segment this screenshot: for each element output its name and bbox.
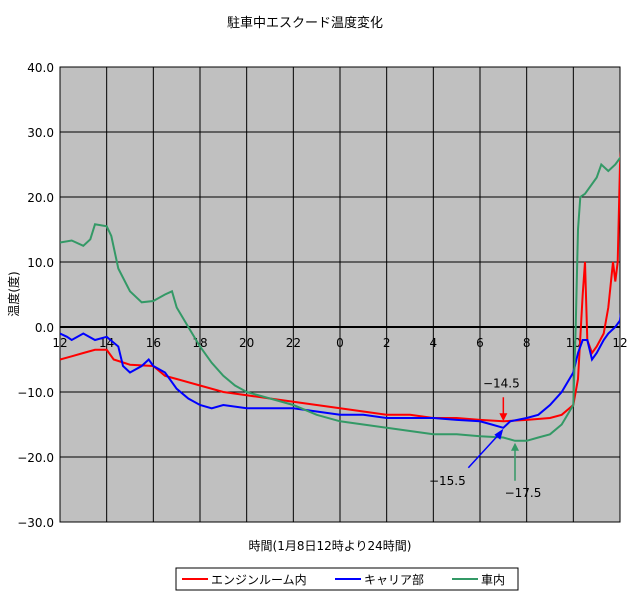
series-line-3 [60,157,620,442]
annotation-label: −17.5 [505,486,542,500]
x-tick-label: 16 [146,336,161,350]
annotation-arrowhead [511,442,519,451]
y-tick-label: 40.0 [27,61,54,75]
y-tick-label: 30.0 [27,126,54,140]
annotation-arrow [467,431,502,469]
x-tick-label: 2 [383,336,391,350]
legend-label: 車内 [481,573,505,587]
y-axis-tick-labels: 40.0 30.0 20.0 10.0 0.0 −10.0 −20.0 −30.0 [17,61,54,530]
y-tick-label: −20.0 [17,451,54,465]
y-tick-label: 20.0 [27,191,54,205]
annotation-arrowhead [494,428,504,440]
x-tick-label: 0 [336,336,344,350]
grid-lines [59,66,621,523]
legend-label: キャリア部 [364,572,424,587]
annotation-label: −15.5 [429,474,466,488]
y-tick-label: 0.0 [35,321,54,335]
x-tick-label: 4 [430,336,438,350]
x-tick-label: 12 [52,336,67,350]
x-axis-tick-labels: 12 14 16 18 20 22 0 2 4 6 8 10 12 [52,336,627,350]
annotation-label: −14.5 [483,376,520,390]
x-tick-label: 10 [566,336,581,350]
y-tick-label: −10.0 [17,386,54,400]
legend: エンジンルーム内 キャリア部 車内 [182,572,505,587]
annotations: −14.5 −15.5 −17.5 [429,376,541,500]
annotation-arrowhead [499,413,508,422]
y-axis-label: 温度(度) [6,271,21,316]
y-tick-label: 10.0 [27,256,54,270]
x-tick-label: 8 [523,336,531,350]
legend-label: エンジンルーム内 [211,573,307,587]
series-line-2 [60,312,620,429]
chart-title: 駐車中エスクード温度変化 [227,15,383,31]
x-tick-label: 12 [612,336,627,350]
x-tick-label: 22 [286,336,301,350]
x-tick-label: 20 [239,336,254,350]
series-lines [60,150,620,442]
y-tick-label: −30.0 [17,516,54,530]
x-axis-label: 時間(1月8日12時より24時間) [249,539,412,553]
x-tick-label: 6 [476,336,484,350]
